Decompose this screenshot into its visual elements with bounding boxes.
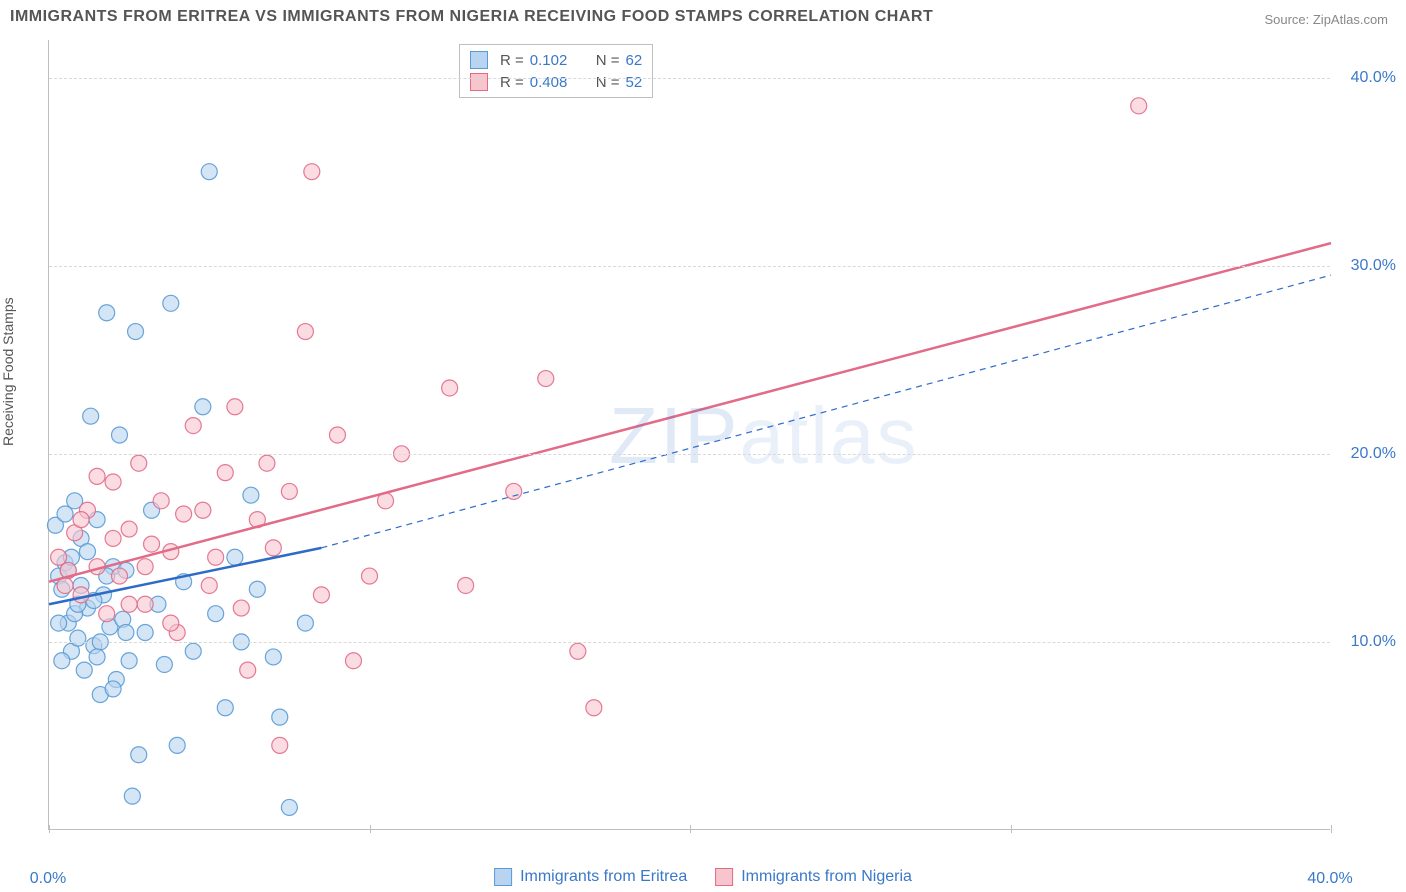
- legend-series: Immigrants from Eritrea Immigrants from …: [494, 868, 912, 886]
- r-label: R =: [500, 74, 524, 91]
- y-tick-label: 30.0%: [1351, 257, 1396, 275]
- legend-row-nigeria: R = 0.408 N = 52: [470, 71, 642, 93]
- chart-title: IMMIGRANTS FROM ERITREA VS IMMIGRANTS FR…: [10, 8, 933, 26]
- legend-row-eritrea: R = 0.102 N = 62: [470, 49, 642, 71]
- y-tick-label: 20.0%: [1351, 445, 1396, 463]
- legend-item-eritrea: Immigrants from Eritrea: [494, 868, 687, 886]
- swatch-nigeria: [715, 868, 733, 886]
- source-label: Source: ZipAtlas.com: [1264, 12, 1388, 27]
- chart-svg: [49, 40, 1330, 829]
- plot-area: ZIPatlas R = 0.102 N = 62 R = 0.408 N = …: [48, 40, 1330, 830]
- n-label: N =: [596, 52, 620, 69]
- y-tick-label: 10.0%: [1351, 633, 1396, 651]
- r-value-nigeria: 0.408: [530, 74, 582, 91]
- n-value-eritrea: 62: [626, 52, 643, 69]
- y-tick-label: 40.0%: [1351, 69, 1396, 87]
- r-label: R =: [500, 52, 524, 69]
- legend-label-eritrea: Immigrants from Eritrea: [520, 868, 687, 886]
- swatch-eritrea: [470, 51, 488, 69]
- x-tick-label: 0.0%: [30, 870, 66, 888]
- swatch-eritrea: [494, 868, 512, 886]
- x-tick-label: 40.0%: [1307, 870, 1352, 888]
- legend-correlation: R = 0.102 N = 62 R = 0.408 N = 52: [459, 44, 653, 98]
- y-axis-label: Receiving Food Stamps: [0, 297, 16, 446]
- legend-item-nigeria: Immigrants from Nigeria: [715, 868, 912, 886]
- r-value-eritrea: 0.102: [530, 52, 582, 69]
- legend-label-nigeria: Immigrants from Nigeria: [741, 868, 912, 886]
- n-label: N =: [596, 74, 620, 91]
- swatch-nigeria: [470, 73, 488, 91]
- n-value-nigeria: 52: [626, 74, 643, 91]
